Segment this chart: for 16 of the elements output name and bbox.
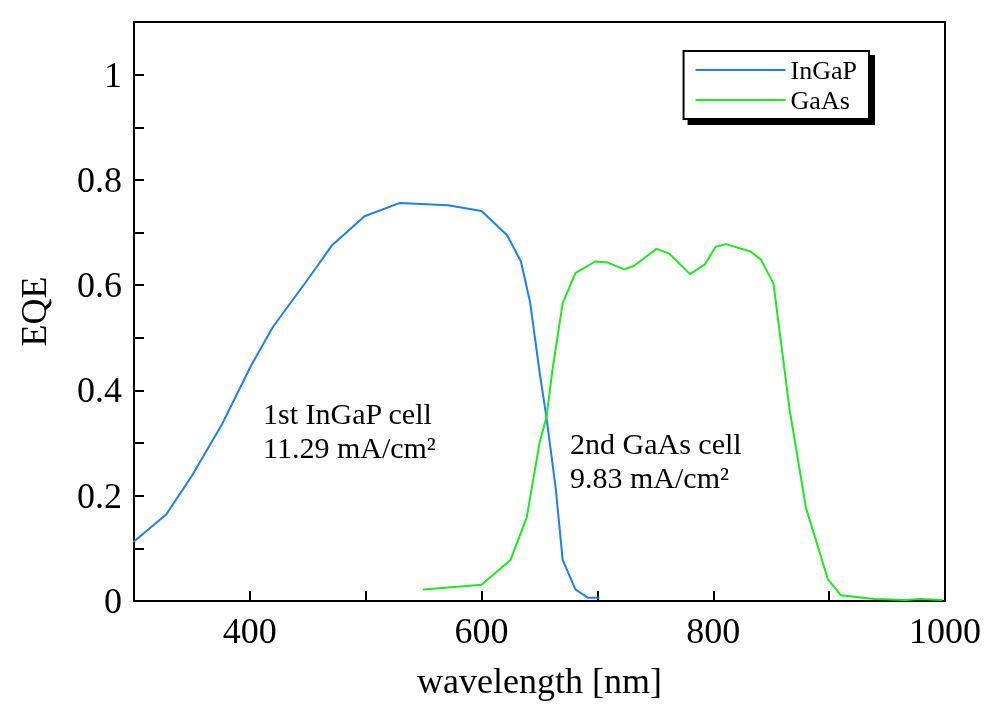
annotation: 1st InGaP cell 11.29 mA/cm² [263, 396, 436, 464]
y-tick-label: 0.4 [77, 370, 122, 411]
y-tick-label: 0.8 [77, 159, 122, 200]
x-tick-label: 400 [222, 611, 277, 651]
legend-label: GaAs [790, 85, 850, 115]
x-axis-title: wavelength [nm] [417, 661, 662, 701]
y-tick-label: 1 [104, 54, 122, 95]
y-tick-label: 0 [104, 581, 122, 621]
y-tick-label: 0.2 [77, 475, 122, 516]
x-tick-label: 800 [686, 611, 741, 651]
legend-label: InGaP [790, 55, 857, 85]
x-tick-label: 600 [454, 611, 509, 651]
annotation: 2nd GaAs cell 9.83 mA/cm² [570, 426, 742, 494]
x-tick-label: 1000 [909, 611, 981, 651]
y-tick-label: 0.6 [77, 265, 122, 306]
y-axis-title: EQE [14, 276, 54, 347]
